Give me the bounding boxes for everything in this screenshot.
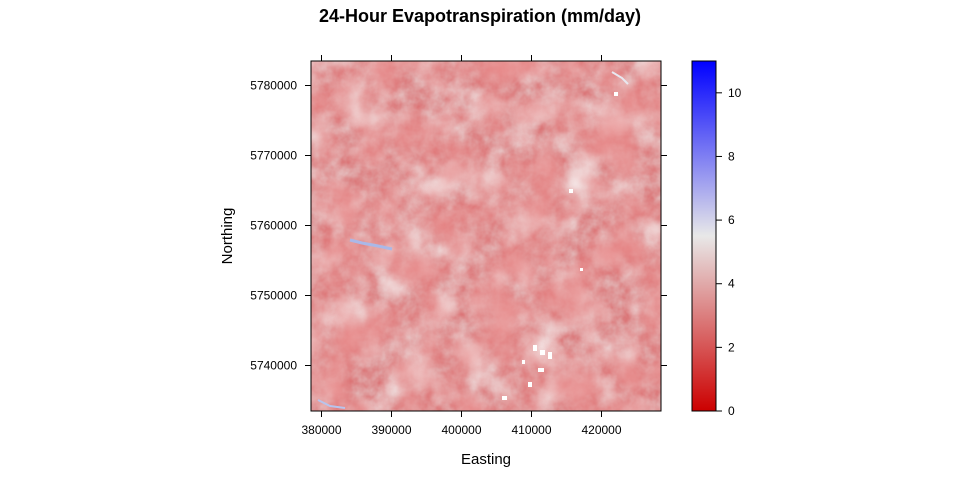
plot-area: [310, 60, 662, 412]
x-tick-label: 390000: [371, 423, 411, 437]
nodata-patch: [538, 368, 544, 372]
colorbar-tick-label: 4: [728, 277, 735, 291]
colorbar-tick-label: 0: [728, 404, 735, 418]
colorbar-gradient: [691, 60, 717, 412]
water-feature: [611, 71, 629, 85]
x-tick-label: 400000: [441, 423, 481, 437]
nodata-patch: [528, 382, 532, 387]
colorbar-tick-label: 2: [728, 340, 735, 354]
water-feature: [349, 238, 393, 251]
nodata-patch: [614, 92, 618, 96]
water-feature: [317, 399, 346, 409]
x-tick-label: 420000: [581, 423, 621, 437]
heatmap-texture-dark: [311, 61, 661, 411]
y-axis: 5740000 5750000 5760000 5770000 5780000: [250, 79, 667, 373]
water-features: [317, 71, 629, 409]
colorbar: 0 2 4 6 8 10: [691, 60, 742, 418]
y-axis-label: Northing: [219, 208, 236, 265]
nodata-patch: [533, 345, 537, 351]
y-tick-label: 5750000: [250, 289, 297, 303]
colorbar-ticks: 0 2 4 6 8 10: [716, 86, 742, 418]
x-axis-label: Easting: [461, 451, 511, 468]
plot-frame: [310, 60, 662, 412]
y-tick-label: 5740000: [250, 359, 297, 373]
y-tick-label: 5760000: [250, 219, 297, 233]
chart-title: 24-Hour Evapotranspiration (mm/day): [319, 6, 641, 26]
nodata-patch: [580, 268, 583, 271]
colorbar-tick-label: 10: [728, 86, 742, 100]
nodata-patch: [540, 350, 545, 355]
nodata-patch: [569, 189, 573, 193]
y-tick-label: 5780000: [250, 79, 297, 93]
y-tick-label: 5770000: [250, 149, 297, 163]
colorbar-tick-label: 6: [728, 213, 735, 227]
nodata-patch: [522, 360, 525, 364]
x-axis: 380000 390000 400000 410000 420000: [301, 55, 622, 437]
x-tick-label: 410000: [511, 423, 551, 437]
x-tick-label: 380000: [301, 423, 341, 437]
nodata-patch: [502, 396, 507, 400]
nodata-patches: [502, 92, 618, 400]
colorbar-tick-label: 8: [728, 149, 735, 163]
nodata-patch: [548, 352, 552, 359]
